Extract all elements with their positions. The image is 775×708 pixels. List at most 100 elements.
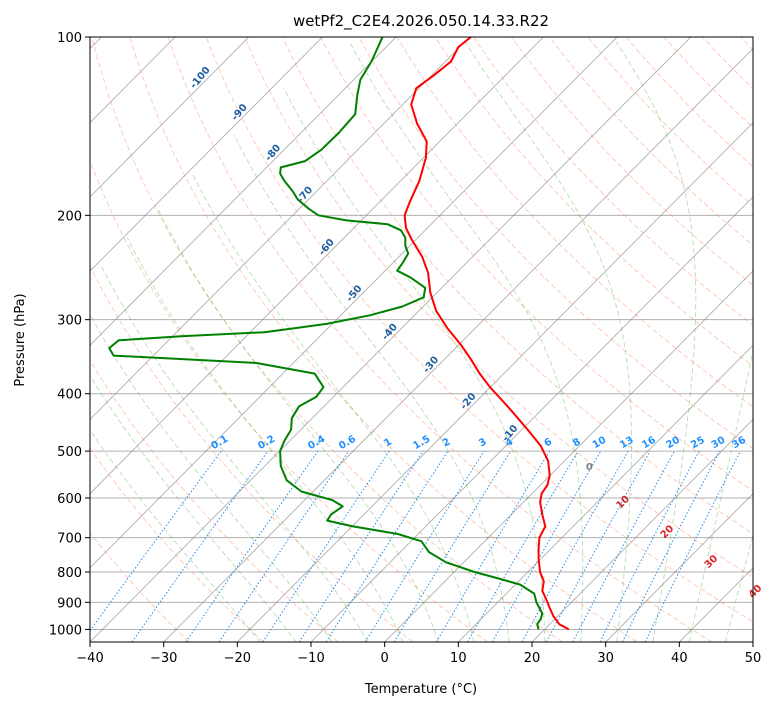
mixing-ratio-line bbox=[262, 450, 390, 642]
y-tick-label: 500 bbox=[57, 445, 82, 460]
dry-adiabat-line bbox=[396, 37, 753, 408]
isotherm-line bbox=[237, 122, 753, 642]
moist-adiabat-line bbox=[616, 41, 697, 642]
series-layer bbox=[108, 37, 570, 631]
mixing-ratio-label: 25 bbox=[689, 435, 707, 452]
mixing-ratio-label: 6 bbox=[543, 436, 555, 449]
chart-title: wetPf2_C2E4.2026.050.14.33.R22 bbox=[293, 12, 549, 31]
dry-adiabat-line bbox=[282, 37, 753, 535]
dry-adiabat-line bbox=[129, 37, 638, 642]
mixing-ratio-line bbox=[599, 450, 700, 642]
dry-adiabat-line bbox=[549, 37, 753, 246]
moist-adiabat-line bbox=[100, 264, 369, 642]
dry-adiabat-line bbox=[663, 37, 753, 129]
mixing-ratio-line bbox=[491, 450, 602, 642]
moist-adiabat-line bbox=[688, 348, 753, 642]
y-tick-label: 600 bbox=[57, 492, 82, 507]
isotherm-line bbox=[163, 47, 753, 642]
temperature-profile-line bbox=[403, 37, 570, 631]
mixing-ratio-label: 8 bbox=[571, 436, 583, 449]
dry-adiabat-label: -100 bbox=[188, 65, 213, 91]
isotherm-line bbox=[90, 37, 397, 346]
dry-adiabat-layer bbox=[90, 37, 753, 642]
mixing-ratio-line bbox=[298, 450, 424, 642]
mixing-ratio-label: 3 bbox=[477, 436, 489, 449]
mixing-ratio-line bbox=[545, 450, 651, 642]
mixing-ratio-label: 30 bbox=[710, 435, 728, 452]
y-tick-label: 400 bbox=[57, 388, 82, 403]
isotherm-line bbox=[752, 641, 753, 642]
y-tick-label: 1000 bbox=[49, 623, 82, 638]
isotherm-line bbox=[90, 37, 692, 642]
dry-adiabat-line bbox=[587, 37, 753, 207]
isotherm-line bbox=[310, 196, 753, 642]
moist-adiabat-line bbox=[156, 207, 439, 642]
dry-adiabat-line bbox=[434, 37, 753, 367]
mixing-ratio-line bbox=[325, 450, 449, 642]
dry-adiabat-label: -40 bbox=[380, 322, 400, 343]
mixing-ratio-label: 16 bbox=[640, 435, 658, 452]
x-tick-label: 40 bbox=[671, 651, 688, 666]
mixing-ratio-label: 1.5 bbox=[411, 434, 432, 452]
plot-frame bbox=[89, 36, 754, 643]
x-axis-label: Temperature (°C) bbox=[364, 682, 477, 697]
grid-layer bbox=[90, 37, 753, 630]
mixing-ratio-line bbox=[572, 450, 675, 642]
mixing-ratio-layer bbox=[90, 450, 741, 642]
y-axis-label: Pressure (hPa) bbox=[13, 293, 28, 386]
moist-adiabat-line bbox=[283, 87, 546, 642]
isotherm-line bbox=[90, 37, 471, 421]
dry-adiabat-label: -70 bbox=[295, 185, 315, 206]
mixing-ratio-line bbox=[621, 450, 721, 642]
mixing-ratio-label: 2 bbox=[441, 436, 453, 449]
dry-adiabat-line bbox=[625, 37, 753, 168]
moist-adiabat-line bbox=[349, 41, 584, 642]
dry-adiabat-label: -50 bbox=[345, 283, 365, 304]
moist-adiabat-line bbox=[191, 173, 475, 642]
dry-adiabat-line bbox=[90, 265, 414, 642]
y-tick-label: 800 bbox=[57, 566, 82, 581]
moist-adiabat-line bbox=[126, 237, 404, 642]
x-tick-label: 0 bbox=[381, 651, 389, 666]
isotherm-line bbox=[605, 493, 753, 642]
x-tick-label: −30 bbox=[150, 651, 177, 666]
mixing-ratio-label: 36 bbox=[730, 435, 748, 452]
isotherm-line bbox=[531, 418, 753, 642]
moist-adiabat-line bbox=[90, 429, 261, 642]
isotherm-line bbox=[90, 37, 250, 198]
isotherm-line bbox=[679, 567, 753, 642]
moist-adiabat-label: 10 bbox=[614, 494, 632, 512]
y-tick-label: 100 bbox=[57, 31, 82, 46]
mixing-ratio-label: 1 bbox=[382, 436, 394, 449]
moist-adiabat-line bbox=[464, 41, 632, 642]
mixing-ratio-line bbox=[218, 450, 350, 642]
dry-adiabat-line bbox=[740, 37, 753, 51]
isotherm-line bbox=[384, 270, 753, 642]
x-axis: −40 −30 −20 −10 0 10 20 30 40 50 bbox=[76, 642, 761, 666]
background-label-layer: 0.1 0.2 0.4 0.6 1 1.5 2 3 4 6 8 10 13 16 20 25 30 36-100-… bbox=[188, 65, 764, 601]
y-tick-label: 200 bbox=[57, 209, 82, 224]
dry-adiabat-line bbox=[511, 37, 753, 286]
isotherm-line bbox=[90, 37, 618, 569]
x-tick-label: 30 bbox=[597, 651, 614, 666]
dry-adiabat-label: -90 bbox=[230, 102, 250, 123]
moist-adiabat-line bbox=[725, 533, 753, 642]
y-tick-label: 900 bbox=[57, 596, 82, 611]
y-tick-label: 700 bbox=[57, 532, 82, 547]
x-tick-label: 20 bbox=[524, 651, 541, 666]
x-tick-label: −20 bbox=[224, 651, 251, 666]
mixing-ratio-line bbox=[644, 450, 741, 642]
dry-adiabat-line bbox=[167, 37, 712, 642]
isotherm-line bbox=[90, 37, 323, 272]
dewpoint-profile-line bbox=[108, 37, 544, 630]
dry-adiabat-line bbox=[90, 359, 339, 642]
mixing-ratio-label: 13 bbox=[618, 435, 636, 452]
moist-adiabat-line bbox=[233, 134, 510, 642]
zero-isotherm-label: 0 bbox=[586, 462, 593, 473]
x-tick-label: −40 bbox=[76, 651, 103, 666]
dry-adiabat-label: -80 bbox=[263, 143, 283, 164]
isotherm-line bbox=[90, 37, 544, 495]
dry-adiabat-line bbox=[90, 532, 190, 642]
x-tick-label: −10 bbox=[297, 651, 324, 666]
dry-adiabat-line bbox=[473, 37, 753, 326]
